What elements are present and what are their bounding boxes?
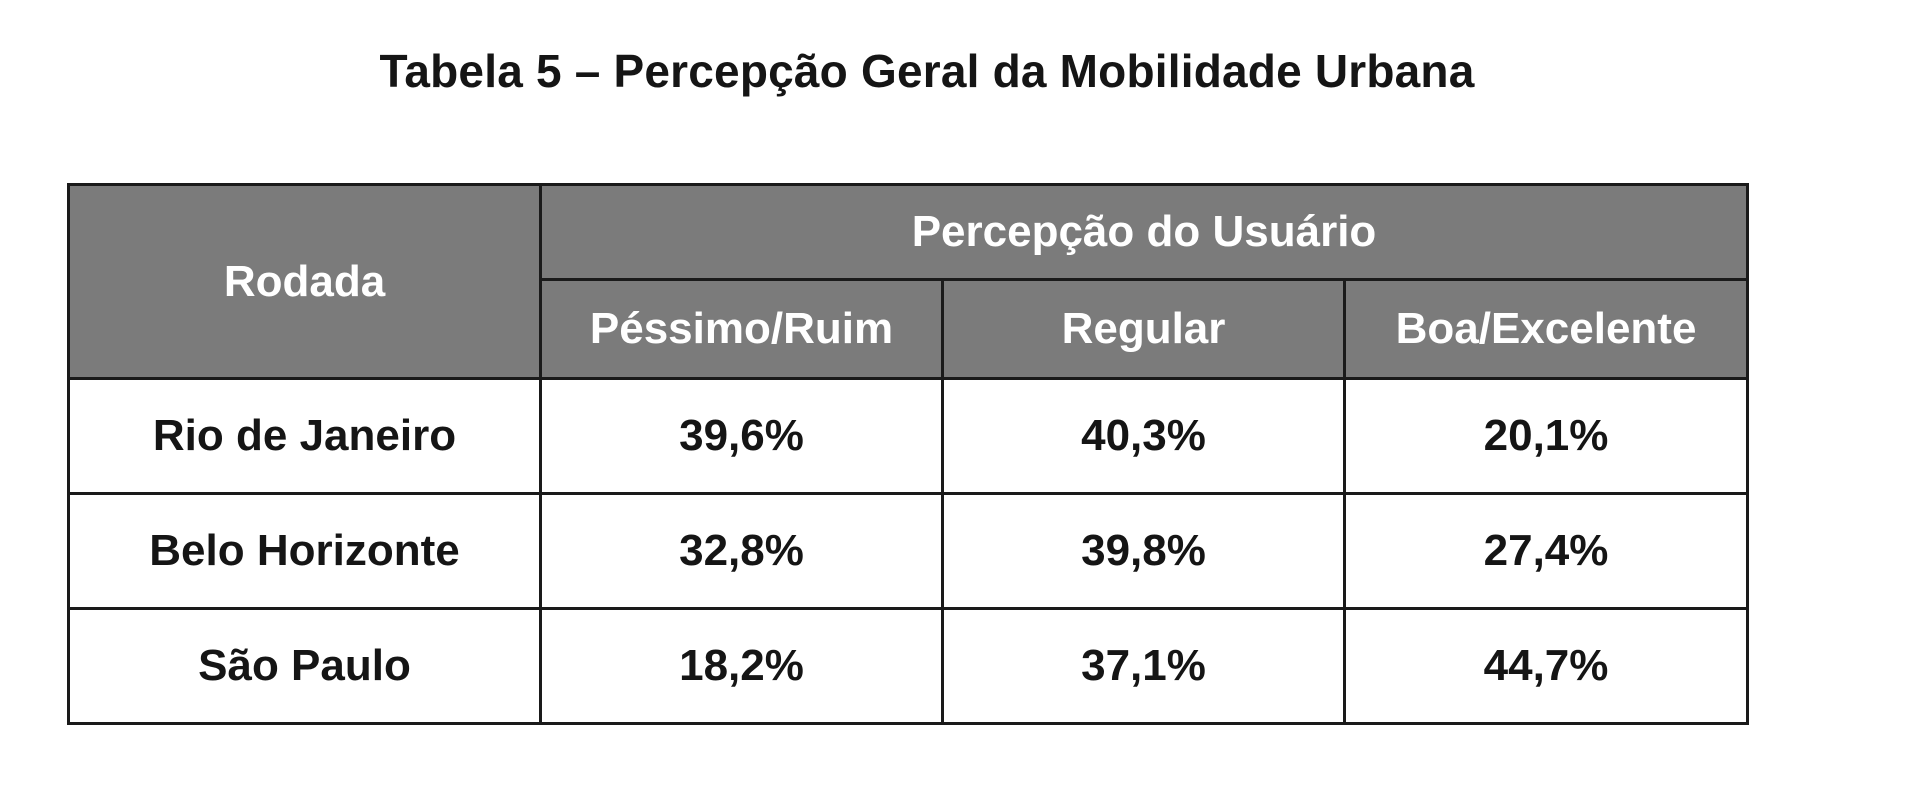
cell-value: 18,2% <box>539 607 944 725</box>
cell-value: 20,1% <box>1342 377 1750 495</box>
cell-value: 37,1% <box>941 607 1346 725</box>
cell-value: 27,4% <box>1342 492 1750 610</box>
cell-value: 40,3% <box>941 377 1346 495</box>
rodada-header: Rodada <box>67 183 542 380</box>
column-header-pessimo-ruim: Péssimo/Ruim <box>539 278 944 380</box>
table-row: Rio de Janeiro 39,6% 40,3% 20,1% <box>67 377 1750 495</box>
header-row-columns: Péssimo/Ruim Regular Boa/Excelente <box>69 278 1750 380</box>
cell-value: 32,8% <box>539 492 944 610</box>
table-row: São Paulo 18,2% 37,1% 44,7% <box>67 607 1750 725</box>
table-title: Tabela 5 – Percepção Geral da Mobilidade… <box>379 45 1475 97</box>
column-header-boa-excelente: Boa/Excelente <box>1342 278 1750 380</box>
group-header-percepcao: Percepção do Usuário <box>538 183 1750 281</box>
header-row-group: Rodada Percepção do Usuário <box>67 183 1750 380</box>
row-label-sao-paulo: São Paulo <box>67 607 542 725</box>
row-label-rio-de-janeiro: Rio de Janeiro <box>67 377 542 495</box>
cell-value: 39,6% <box>539 377 944 495</box>
perception-table: Rodada Percepção do Usuário Péssimo/Ruim… <box>67 183 1750 725</box>
column-header-regular: Regular <box>941 278 1346 380</box>
table-row: Belo Horizonte 32,8% 39,8% 27,4% <box>67 492 1750 610</box>
row-label-belo-horizonte: Belo Horizonte <box>67 492 542 610</box>
cell-value: 44,7% <box>1342 607 1750 725</box>
cell-value: 39,8% <box>941 492 1346 610</box>
